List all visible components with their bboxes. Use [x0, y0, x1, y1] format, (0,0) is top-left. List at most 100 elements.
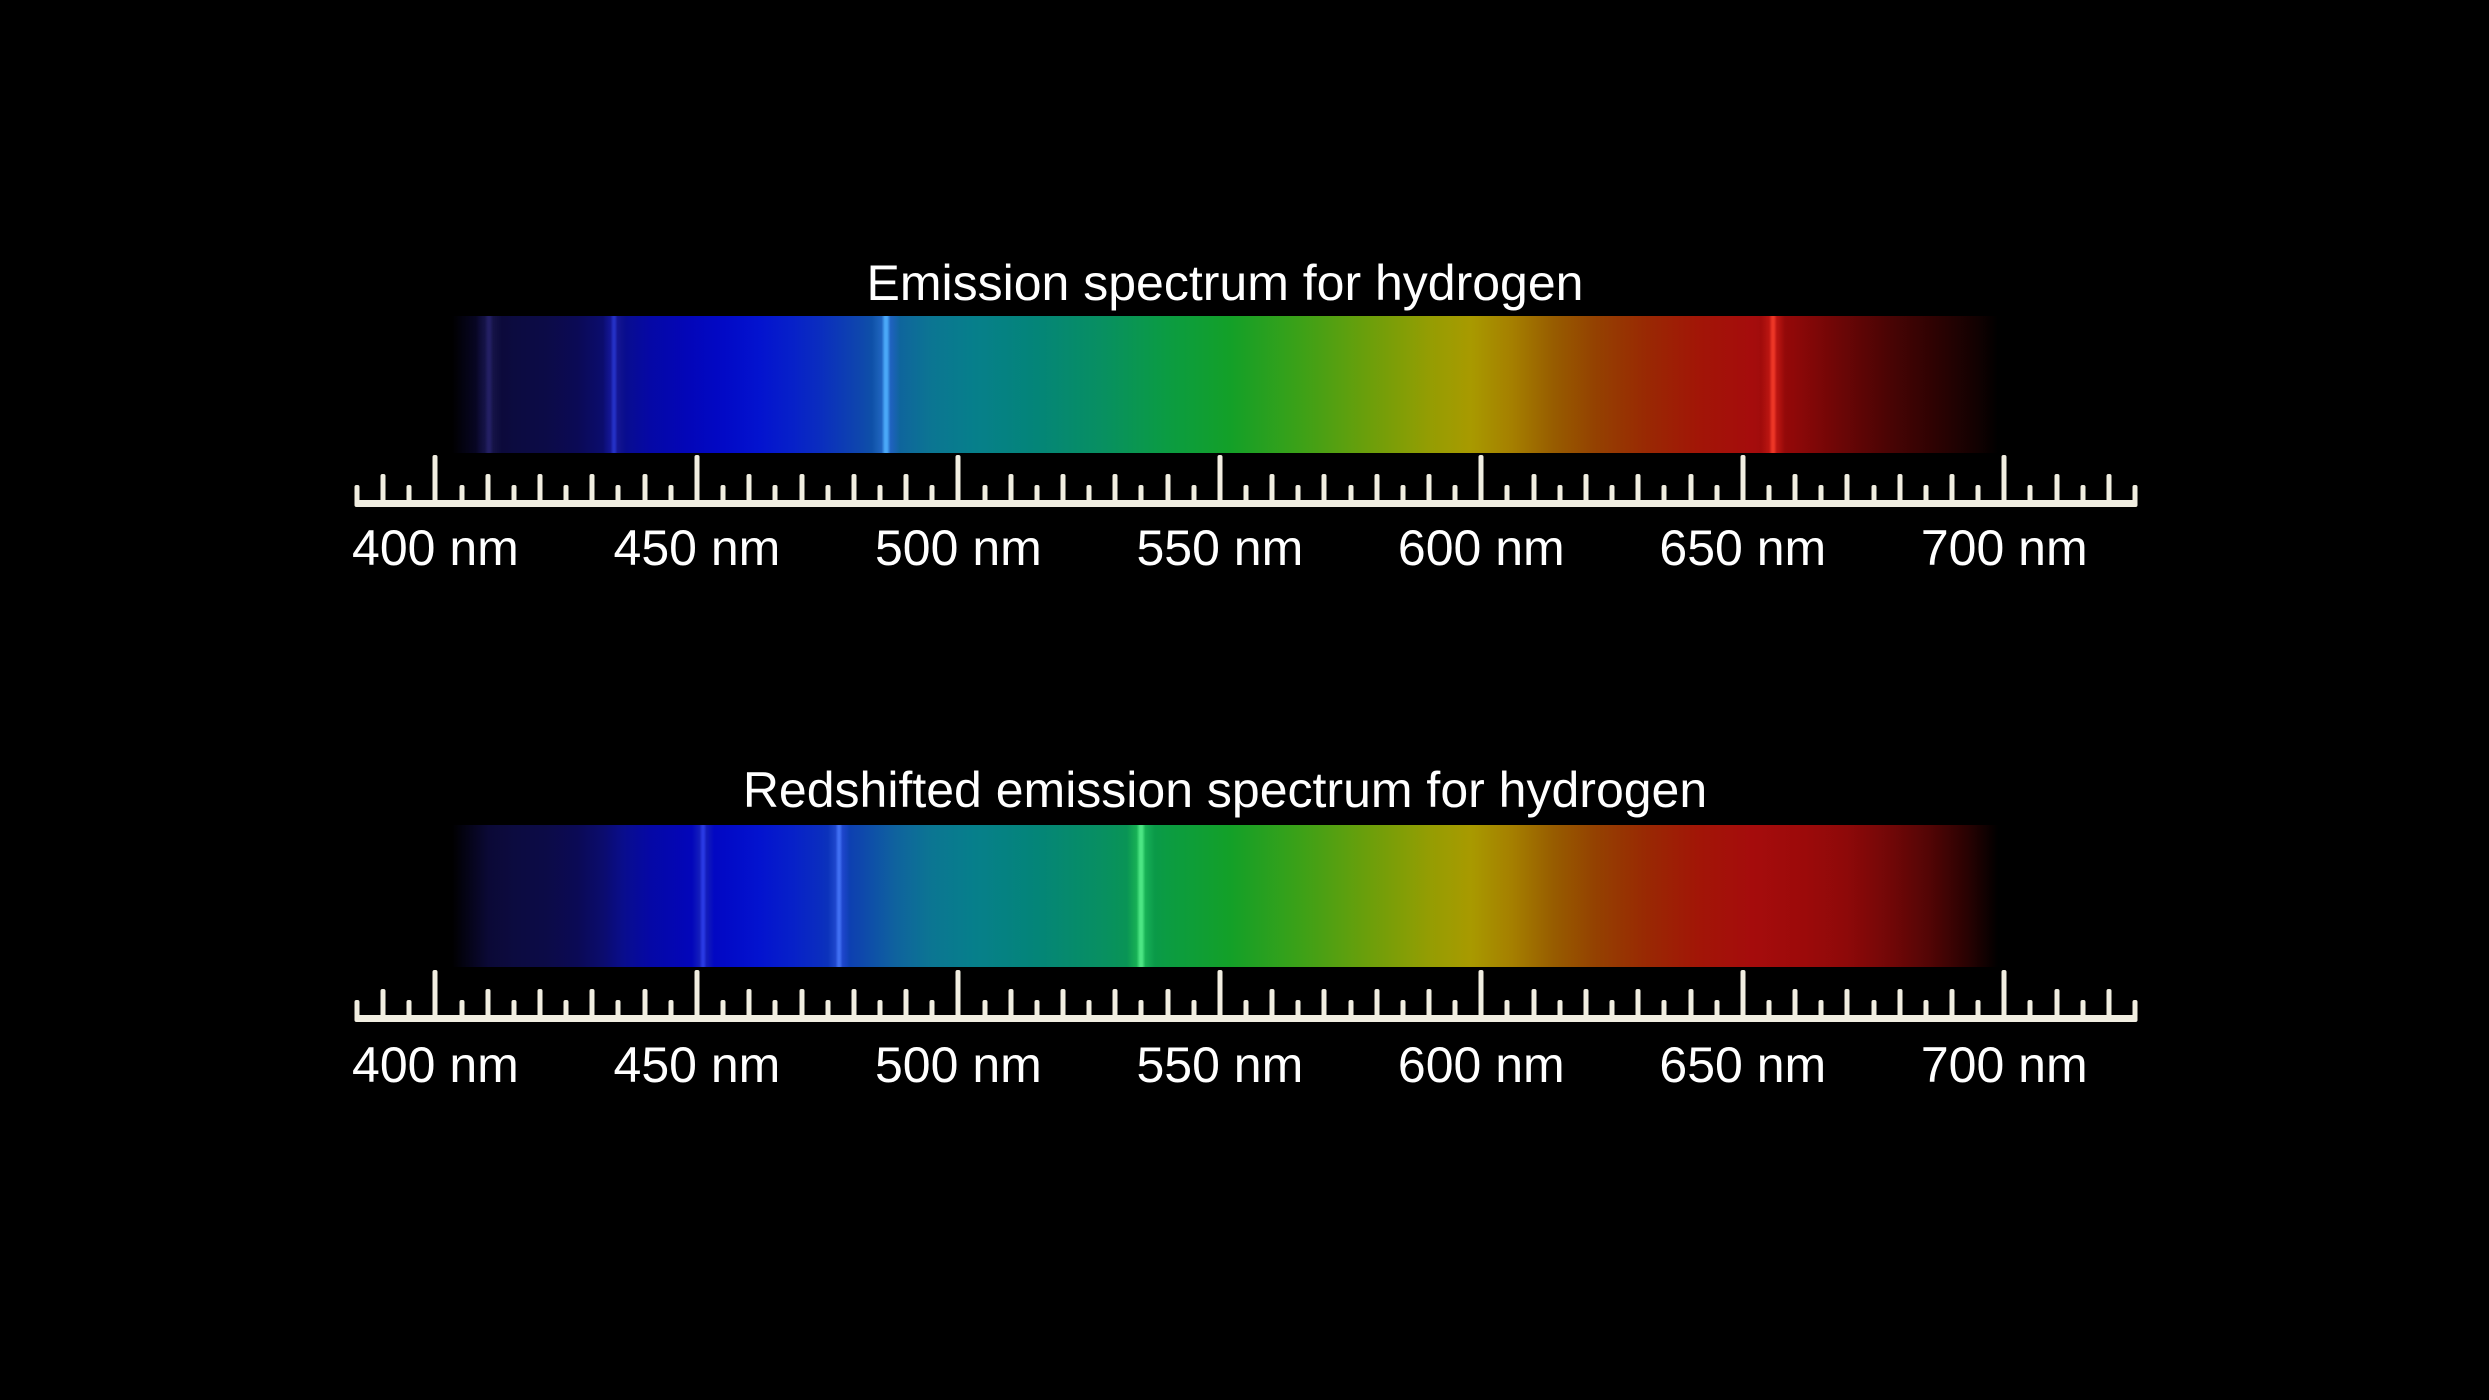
- ruler-tick-500nm: [955, 455, 961, 507]
- ruler-tick-710nm: [2054, 474, 2060, 507]
- ruler-tick-565nm: [1295, 485, 1301, 507]
- ruler-tick-545nm: [1191, 1000, 1197, 1022]
- ruler-tick-550nm: [1217, 970, 1223, 1022]
- ruler-tick-395nm: [406, 485, 412, 507]
- ruler-tick-645nm: [1714, 1000, 1720, 1022]
- ruler-tick-485nm: [877, 485, 883, 507]
- redshifted-spectrum-title: Redshifted emission spectrum for hydroge…: [742, 762, 1708, 818]
- ruler-tick-460nm: [746, 474, 752, 507]
- ruler-tick-640nm: [1688, 989, 1693, 1022]
- emission-line-434nm: [602, 316, 625, 453]
- ruler-tick-410nm: [485, 474, 491, 507]
- ruler-tick-450nm: [694, 970, 700, 1022]
- ruler-tick-520nm: [1060, 989, 1066, 1022]
- wavelength-label-650nm: 650 nm: [1659, 1037, 1827, 1093]
- ruler-tick-670nm: [1844, 474, 1850, 507]
- ruler-tick-695nm: [1975, 485, 1981, 507]
- ruler-tick-505nm: [982, 485, 988, 507]
- ruler-tick-580nm: [1374, 474, 1380, 507]
- ruler-tick-705nm: [2027, 1000, 2033, 1022]
- ruler-tick-715nm: [2080, 1000, 2086, 1022]
- emission-spectrum-band: [452, 316, 1998, 453]
- wavelength-ruler: [354, 970, 2138, 1022]
- ruler-tick-650nm: [1740, 970, 1746, 1022]
- ruler-tick-515nm: [1034, 1000, 1040, 1022]
- ruler-tick-615nm: [1557, 485, 1563, 507]
- ruler-tick-495nm: [929, 1000, 935, 1022]
- ruler-tick-525nm: [1086, 485, 1092, 507]
- ruler-tick-610nm: [1531, 474, 1537, 507]
- emission-line-656nm: [1761, 316, 1786, 453]
- ruler-tick-725nm: [2132, 485, 2138, 507]
- ruler-tick-600nm: [1478, 970, 1484, 1022]
- ruler-tick-640nm: [1688, 474, 1693, 507]
- redshifted-spectrum-band: [452, 825, 1998, 967]
- ruler-tick-425nm: [563, 1000, 569, 1022]
- ruler-tick-540nm: [1165, 989, 1171, 1022]
- ruler-tick-625nm: [1609, 1000, 1615, 1022]
- ruler-tick-585nm: [1400, 485, 1406, 507]
- ruler-tick-655nm: [1766, 485, 1772, 507]
- ruler-tick-430nm: [589, 989, 595, 1022]
- ruler-tick-445nm: [668, 1000, 674, 1022]
- ruler-tick-575nm: [1348, 485, 1354, 507]
- ruler-tick-525nm: [1086, 1000, 1092, 1022]
- ruler-tick-455nm: [720, 1000, 726, 1022]
- ruler-tick-415nm: [511, 1000, 517, 1022]
- ruler-tick-440nm: [642, 474, 648, 507]
- ruler-tick-485nm: [877, 1000, 883, 1022]
- ruler-tick-630nm: [1635, 989, 1641, 1022]
- ruler-tick-470nm: [799, 989, 804, 1022]
- ruler-tick-665nm: [1818, 485, 1824, 507]
- ruler-tick-630nm: [1635, 474, 1641, 507]
- ruler-tick-570nm: [1321, 474, 1327, 507]
- ruler-tick-460nm: [746, 989, 752, 1022]
- ruler-tick-635nm: [1661, 1000, 1667, 1022]
- ruler-tick-710nm: [2054, 989, 2060, 1022]
- ruler-tick-530nm: [1112, 474, 1118, 507]
- ruler-tick-570nm: [1321, 989, 1327, 1022]
- ruler-tick-700nm: [2001, 455, 2007, 507]
- ruler-tick-450nm: [694, 455, 700, 507]
- ruler-tick-540nm: [1165, 474, 1171, 507]
- ruler-tick-605nm: [1504, 1000, 1510, 1022]
- ruler-tick-510nm: [1008, 989, 1014, 1022]
- ruler-tick-675nm: [1871, 1000, 1877, 1022]
- ruler-tick-690nm: [1949, 989, 1955, 1022]
- ruler-tick-620nm: [1583, 989, 1589, 1022]
- ruler-tick-435nm: [615, 1000, 621, 1022]
- ruler-tick-480nm: [851, 989, 857, 1022]
- ruler-tick-535nm: [1138, 485, 1144, 507]
- ruler-tick-400nm: [432, 970, 438, 1022]
- ruler-tick-535nm: [1138, 1000, 1144, 1022]
- wavelength-label-600nm: 600 nm: [1397, 1037, 1565, 1093]
- ruler-tick-475nm: [825, 1000, 831, 1022]
- ruler-tick-700nm: [2001, 970, 2007, 1022]
- wavelength-label-500nm: 500 nm: [875, 1037, 1042, 1093]
- ruler-tick-600nm: [1478, 455, 1484, 507]
- wavelength-ruler: [354, 455, 2138, 507]
- ruler-tick-440nm: [642, 989, 648, 1022]
- ruler-tick-655nm: [1766, 1000, 1772, 1022]
- emission-line-410nm: [475, 316, 502, 453]
- ruler-tick-695nm: [1975, 1000, 1981, 1022]
- ruler-tick-405nm: [459, 1000, 465, 1022]
- ruler-tick-505nm: [982, 1000, 988, 1022]
- ruler-tick-665nm: [1818, 1000, 1824, 1022]
- ruler-tick-580nm: [1374, 989, 1380, 1022]
- ruler-tick-650nm: [1740, 455, 1746, 507]
- ruler-tick-520nm: [1060, 474, 1066, 507]
- ruler-tick-715nm: [2080, 485, 2086, 507]
- ruler-tick-725nm: [2132, 1000, 2138, 1022]
- ruler-tick-545nm: [1191, 485, 1197, 507]
- wavelength-label-600nm: 600 nm: [1397, 520, 1565, 576]
- wavelength-label-700nm: 700 nm: [1920, 1037, 2088, 1093]
- ruler-tick-645nm: [1714, 485, 1720, 507]
- ruler-tick-685nm: [1923, 1000, 1929, 1022]
- ruler-tick-565nm: [1295, 1000, 1301, 1022]
- ruler-tick-500nm: [955, 970, 961, 1022]
- ruler-tick-590nm: [1426, 989, 1432, 1022]
- ruler-tick-435nm: [615, 485, 621, 507]
- ruler-tick-465nm: [772, 485, 778, 507]
